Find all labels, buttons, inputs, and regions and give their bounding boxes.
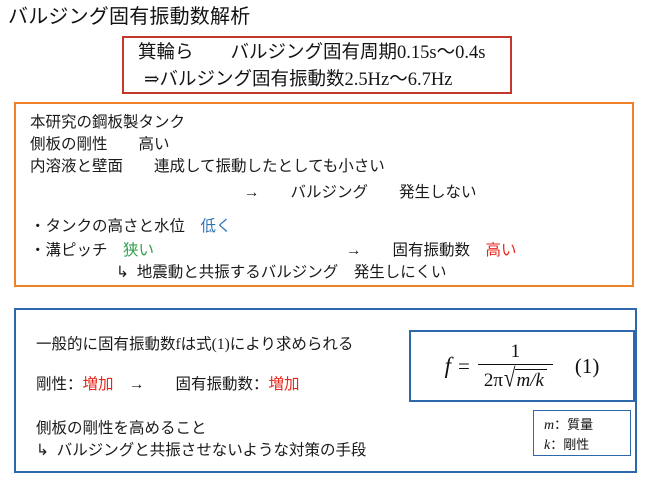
findings-line-3: 内溶液と壁面 連成して振動したとしても小さい	[30, 158, 385, 175]
findings-conclusion-text: 地震動と共振するバルジング 発生しにくい	[136, 264, 447, 281]
explanation-line-4-text: バルジングと共振させないような対策の手段	[56, 442, 367, 459]
citation-box: 箕輪ら バルジング固有周期0.15s～0.4s ⇒バルジング固有振動数2.5Hz…	[122, 36, 512, 94]
formula-denominator: 2π √ m/k	[478, 365, 553, 392]
hook-arrow-icon-2: ↳	[36, 441, 49, 459]
natural-frequency-formula: f = 1 2π √ m/k	[445, 342, 553, 391]
findings-bullet-1: ・タンクの高さと水位 低く	[30, 216, 232, 237]
formula-square-root: √ m/k	[504, 365, 547, 391]
legend-stiffness-symbol: k	[544, 438, 551, 453]
explanation-line-2: 剛性：増加 → 固有振動数：増加	[36, 374, 300, 395]
findings-line-1: 本研究の鋼板製タンク	[30, 114, 186, 131]
explanation-line-3: 側板の剛性を高めること	[36, 420, 207, 437]
findings-bullet-1-text: ・タンクの高さと水位	[30, 218, 201, 235]
citation-line-1: 箕輪ら バルジング固有周期0.15s～0.4s	[138, 43, 486, 63]
findings-conclusion: ↳ 地震動と共振するバルジング 発生しにくい	[116, 262, 446, 283]
hook-arrow-icon: ↳	[116, 263, 129, 281]
formula-numerator: 1	[510, 340, 521, 362]
findings-bullet-1-emphasis: 低く	[200, 218, 232, 235]
formula-lhs: f	[444, 353, 451, 378]
explanation-line-2-prefix: 剛性：	[36, 376, 83, 393]
findings-line-4-conclusion: → バルジング 発生しない	[244, 184, 477, 201]
findings-bullet-2-text: ・溝ピッチ	[30, 242, 124, 259]
explanation-line-1: 一般的に固有振動数fは式(1)により求められる	[36, 336, 354, 353]
formula-fraction-bar	[477, 363, 553, 366]
formula-fraction: 1 2π √ m/k	[477, 340, 553, 392]
explanation-line-2-emphasis-2: 増加	[268, 376, 300, 393]
formula-box: f = 1 2π √ m/k (1)	[409, 330, 635, 402]
legend-mass-symbol: m	[544, 418, 555, 433]
findings-result: → 固有振動数 高い	[346, 240, 517, 261]
symbol-legend-box: m：質量 k：剛性	[533, 410, 631, 456]
formula-two-pi: 2π	[483, 370, 503, 392]
legend-stiffness-label: ：剛性	[550, 437, 590, 452]
equation-explanation-inner: 一般的に固有振動数fは式(1)により求められる 剛性：増加 → 固有振動数：増加…	[16, 310, 635, 471]
findings-box-inner: 本研究の鋼板製タンク 側板の剛性 高い 内溶液と壁面 連成して振動したとしても小…	[16, 104, 632, 285]
explanation-line-4: ↳ バルジングと共振させないような対策の手段	[36, 440, 366, 461]
findings-bullet-2-emphasis: 狭い	[123, 242, 155, 259]
legend-stiffness-row: k：剛性	[544, 435, 630, 455]
findings-result-text: → 固有振動数	[346, 242, 486, 259]
citation-line-2: ⇒バルジング固有振動数2.5Hz～6.7Hz	[144, 70, 453, 90]
page-title: バルジング固有振動数解析	[8, 6, 251, 28]
explanation-line-2-middle: → 固有振動数：	[113, 376, 269, 393]
legend-mass-row: m：質量	[544, 415, 630, 435]
radical-icon: √	[503, 362, 516, 393]
findings-bullet-2: ・溝ピッチ 狭い	[30, 240, 154, 261]
findings-result-emphasis: 高い	[485, 242, 517, 259]
formula-radicand: m/k	[515, 369, 547, 390]
legend-mass-label: ：質量	[554, 417, 594, 432]
formula-equals: =	[457, 353, 470, 378]
findings-line-2: 側板の剛性 高い	[30, 136, 170, 153]
findings-box: 本研究の鋼板製タンク 側板の剛性 高い 内溶液と壁面 連成して振動したとしても小…	[14, 102, 634, 287]
explanation-line-2-emphasis-1: 増加	[82, 376, 114, 393]
equation-number: (1)	[574, 353, 600, 378]
